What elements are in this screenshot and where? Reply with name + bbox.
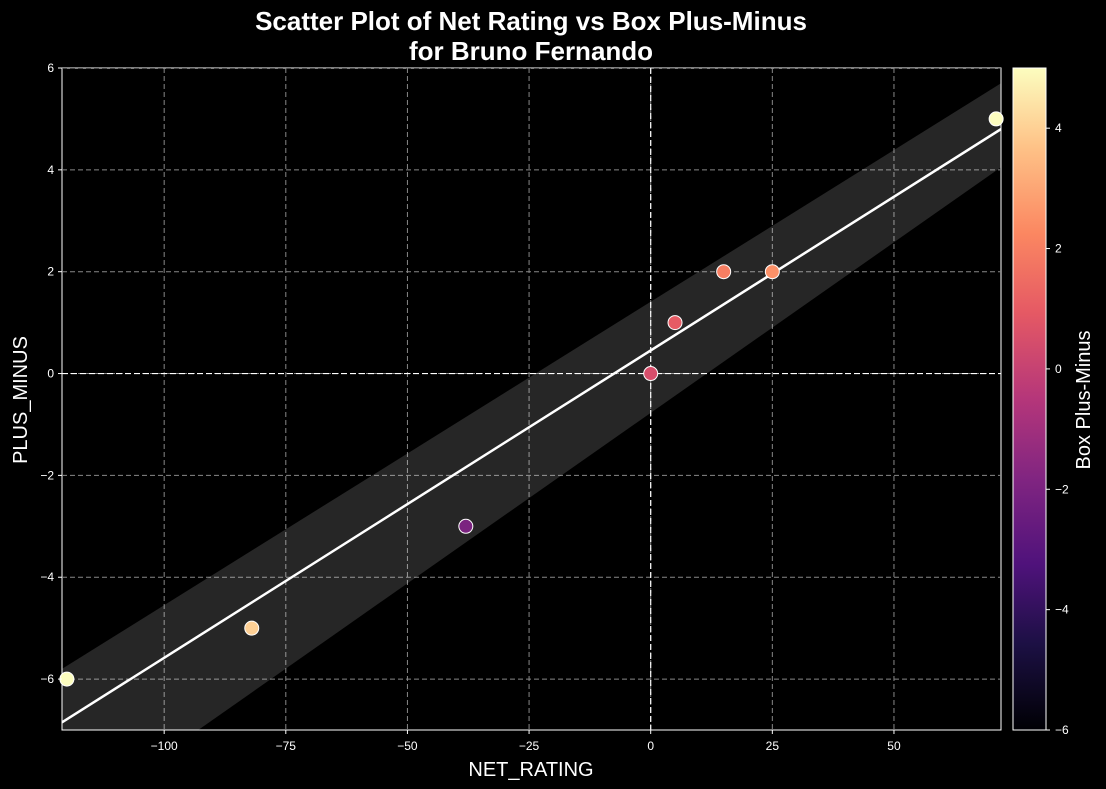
ci-band xyxy=(62,83,1001,730)
y-axis-ticks: −6 −4 −2 0 2 4 6 xyxy=(40,61,62,686)
y-tick-label: 4 xyxy=(47,163,54,177)
y-tick-label: 6 xyxy=(47,61,54,75)
scatter-point xyxy=(716,264,732,280)
scatter-point xyxy=(988,111,1004,127)
x-tick-label: 50 xyxy=(887,739,901,753)
colorbar-tick-label: −6 xyxy=(1055,723,1069,737)
colorbar-ticks: −6 −4 −2 0 2 4 xyxy=(1046,121,1069,737)
x-tick-label: −25 xyxy=(519,739,540,753)
confidence-band xyxy=(62,83,1001,730)
scatter-point xyxy=(667,315,683,331)
y-tick-label: −4 xyxy=(40,570,54,584)
y-axis-label: PLUS_MINUS xyxy=(10,336,32,464)
y-tick-label: 2 xyxy=(47,265,54,279)
x-tick-label: 0 xyxy=(647,739,654,753)
y-tick-label: −2 xyxy=(40,468,54,482)
y-tick-label: −6 xyxy=(40,672,54,686)
scatter-point xyxy=(458,518,474,534)
scatter-point xyxy=(244,620,260,636)
colorbar-tick-label: 0 xyxy=(1055,362,1062,376)
y-tick-label: 0 xyxy=(47,367,54,381)
scatter-point xyxy=(643,366,659,382)
x-tick-label: −100 xyxy=(151,739,178,753)
regression-line-group xyxy=(62,128,1001,724)
chart-title-line1: Scatter Plot of Net Rating vs Box Plus-M… xyxy=(255,6,807,36)
x-tick-label: 25 xyxy=(766,739,780,753)
zero-reference-lines xyxy=(62,68,1001,730)
x-tick-label: −75 xyxy=(276,739,297,753)
colorbar-tick-label: 2 xyxy=(1055,242,1062,256)
colorbar-tick-label: 4 xyxy=(1055,121,1062,135)
plot-area xyxy=(61,67,1002,731)
colorbar-tick-label: −2 xyxy=(1055,482,1069,496)
x-tick-label: −50 xyxy=(397,739,418,753)
colorbar xyxy=(1012,67,1047,731)
colorbar-tick-label: −4 xyxy=(1055,603,1069,617)
regression-line xyxy=(62,128,1001,724)
chart-title-line2: for Bruno Fernando xyxy=(409,36,653,66)
x-axis-label: NET_RATING xyxy=(468,759,593,781)
colorbar-label: Box Plus-Minus xyxy=(1073,331,1095,470)
scatter-point xyxy=(764,264,780,280)
x-axis-ticks: −100 −75 −50 −25 0 25 50 xyxy=(151,730,901,753)
